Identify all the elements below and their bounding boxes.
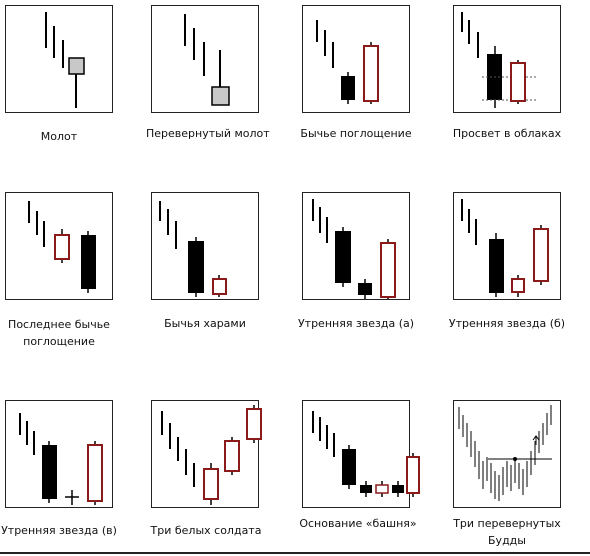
soldier-3 (246, 408, 262, 440)
pattern-label: Последнее бычье поглощение (8, 318, 110, 348)
pattern-label: Основание «башня» (299, 517, 417, 530)
breakout-point (513, 457, 517, 461)
morning-star-c-chart (19, 413, 103, 505)
hammer-body (68, 57, 85, 75)
bullish-candle (54, 234, 70, 260)
bullish-candle (363, 45, 379, 102)
bullish-harami-chart (159, 201, 227, 297)
panel-inverse-three-buddhas (453, 400, 561, 508)
panel-bullish-engulfing (302, 5, 410, 113)
bottom-divider (0, 552, 590, 554)
three-white-soldiers-chart (161, 405, 262, 505)
pattern-label: Просвет в облаках (452, 127, 562, 140)
panel-piercing-line (453, 5, 561, 113)
bullish-candle (533, 228, 549, 282)
base-candle (360, 485, 372, 493)
pattern-label: Утренняя звезда (в) (1, 524, 117, 537)
morning-star-b-chart (461, 199, 549, 297)
panel-tower-bottom (302, 400, 420, 508)
star-candle (511, 278, 525, 293)
piercing-line-chart (461, 12, 536, 108)
panel-morning-star-c (5, 400, 113, 508)
pattern-label: Утренняя звезда (б) (448, 317, 566, 330)
pattern-label: Три перевернутых Будды (453, 517, 561, 547)
pattern-label: Три белых солдата (150, 524, 262, 537)
bearish-candle (188, 241, 204, 293)
inverted-hammer-body (211, 86, 230, 106)
bullish-candle (380, 242, 396, 298)
morning-star-a-chart (312, 199, 396, 299)
bullish-candle (87, 444, 103, 502)
panel-last-engulfing-bottom (5, 192, 113, 300)
bullish-candle (510, 62, 526, 102)
bearish-candle (42, 445, 57, 499)
bearish-candle (489, 239, 504, 293)
panel-hammer (5, 5, 113, 113)
bullish-candle (212, 278, 227, 295)
pattern-label: Утренняя звезда (а) (297, 317, 415, 330)
tower-bottom-chart (312, 411, 420, 497)
last-engulfing-bottom-chart (28, 201, 96, 293)
pattern-label: Бычье поглощение (300, 127, 412, 140)
base-candle (392, 485, 404, 493)
bearish-candle (81, 235, 96, 289)
base-candle (375, 484, 389, 494)
panel-inverted-hammer (151, 5, 259, 113)
soldier-1 (203, 468, 219, 500)
inverted-hammer-chart (184, 14, 230, 106)
pattern-label: Перевернутый молот (146, 127, 270, 140)
tower-bullish-candle (406, 456, 420, 494)
bearish-candle (341, 76, 355, 100)
bullish-engulfing-chart (316, 20, 379, 104)
pattern-label: Молот (40, 130, 78, 143)
panel-three-white-soldiers (151, 400, 262, 508)
panel-morning-star-b (453, 192, 561, 300)
tower-bearish-candle (342, 449, 356, 485)
bearish-candle (335, 231, 351, 283)
pattern-label: Бычья харами (164, 317, 246, 330)
soldier-2 (224, 440, 240, 472)
inverse-three-buddhas-chart (458, 405, 552, 501)
panel-bullish-harami (151, 192, 259, 300)
panel-morning-star-a (302, 192, 410, 300)
breakout-arrow (532, 435, 540, 445)
hammer-chart (45, 12, 85, 108)
star-candle (358, 283, 372, 295)
